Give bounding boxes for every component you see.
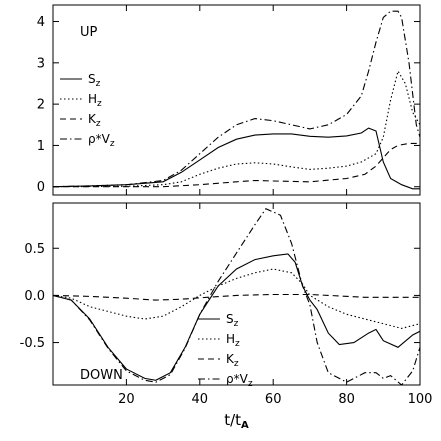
plot-frame <box>52 202 421 386</box>
series-line-s-z <box>53 253 420 381</box>
y-tick-label: 0 <box>37 180 45 195</box>
y-tick-label: -0.5 <box>20 336 45 351</box>
series-line-k-z <box>53 293 420 301</box>
y-tick-label: 4 <box>37 15 45 30</box>
x-tick-label: 40 <box>192 392 209 407</box>
plot-frame <box>52 4 421 196</box>
series-line-rho-v-z <box>53 10 420 188</box>
legend-label: Sz <box>88 72 101 89</box>
panel-up: 0 1 2 3 4 UP Sz Hz Kz ρ*Vz <box>37 4 421 196</box>
legend-label: ρ*Vz <box>226 372 253 389</box>
panel-down: -0.5 0.0 0.5 20 40 60 80 100 DOWN Sz Hz Kz ρ*Vz t/tA <box>20 202 433 431</box>
x-axis-label: t/tA <box>224 411 249 431</box>
series-line-s-z <box>53 127 420 190</box>
series-line-h-z <box>53 268 420 329</box>
legend-label: Hz <box>226 332 240 349</box>
y-tick-label: 3 <box>37 56 45 71</box>
legend-label: Hz <box>88 92 102 109</box>
y-tick-label: 2 <box>37 98 45 113</box>
series-line-rho-v-z <box>53 208 420 385</box>
x-tick-label: 100 <box>408 392 433 407</box>
x-tick-label: 20 <box>118 392 135 407</box>
x-tick-label: 60 <box>265 392 282 407</box>
panel-label: UP <box>80 25 98 40</box>
y-tick-label: 0.0 <box>24 289 45 304</box>
legend-label: ρ*Vz <box>88 132 115 149</box>
y-tick-label: 0.5 <box>24 242 45 257</box>
legend-label: Sz <box>226 312 239 329</box>
x-tick-label: 80 <box>338 392 355 407</box>
legend-label: Kz <box>88 112 101 129</box>
y-tick-label: 1 <box>37 139 45 154</box>
panel-label: DOWN <box>80 368 123 383</box>
series-line-k-z <box>53 142 420 188</box>
legend-label: Kz <box>226 352 239 369</box>
series-line-h-z <box>53 69 420 188</box>
